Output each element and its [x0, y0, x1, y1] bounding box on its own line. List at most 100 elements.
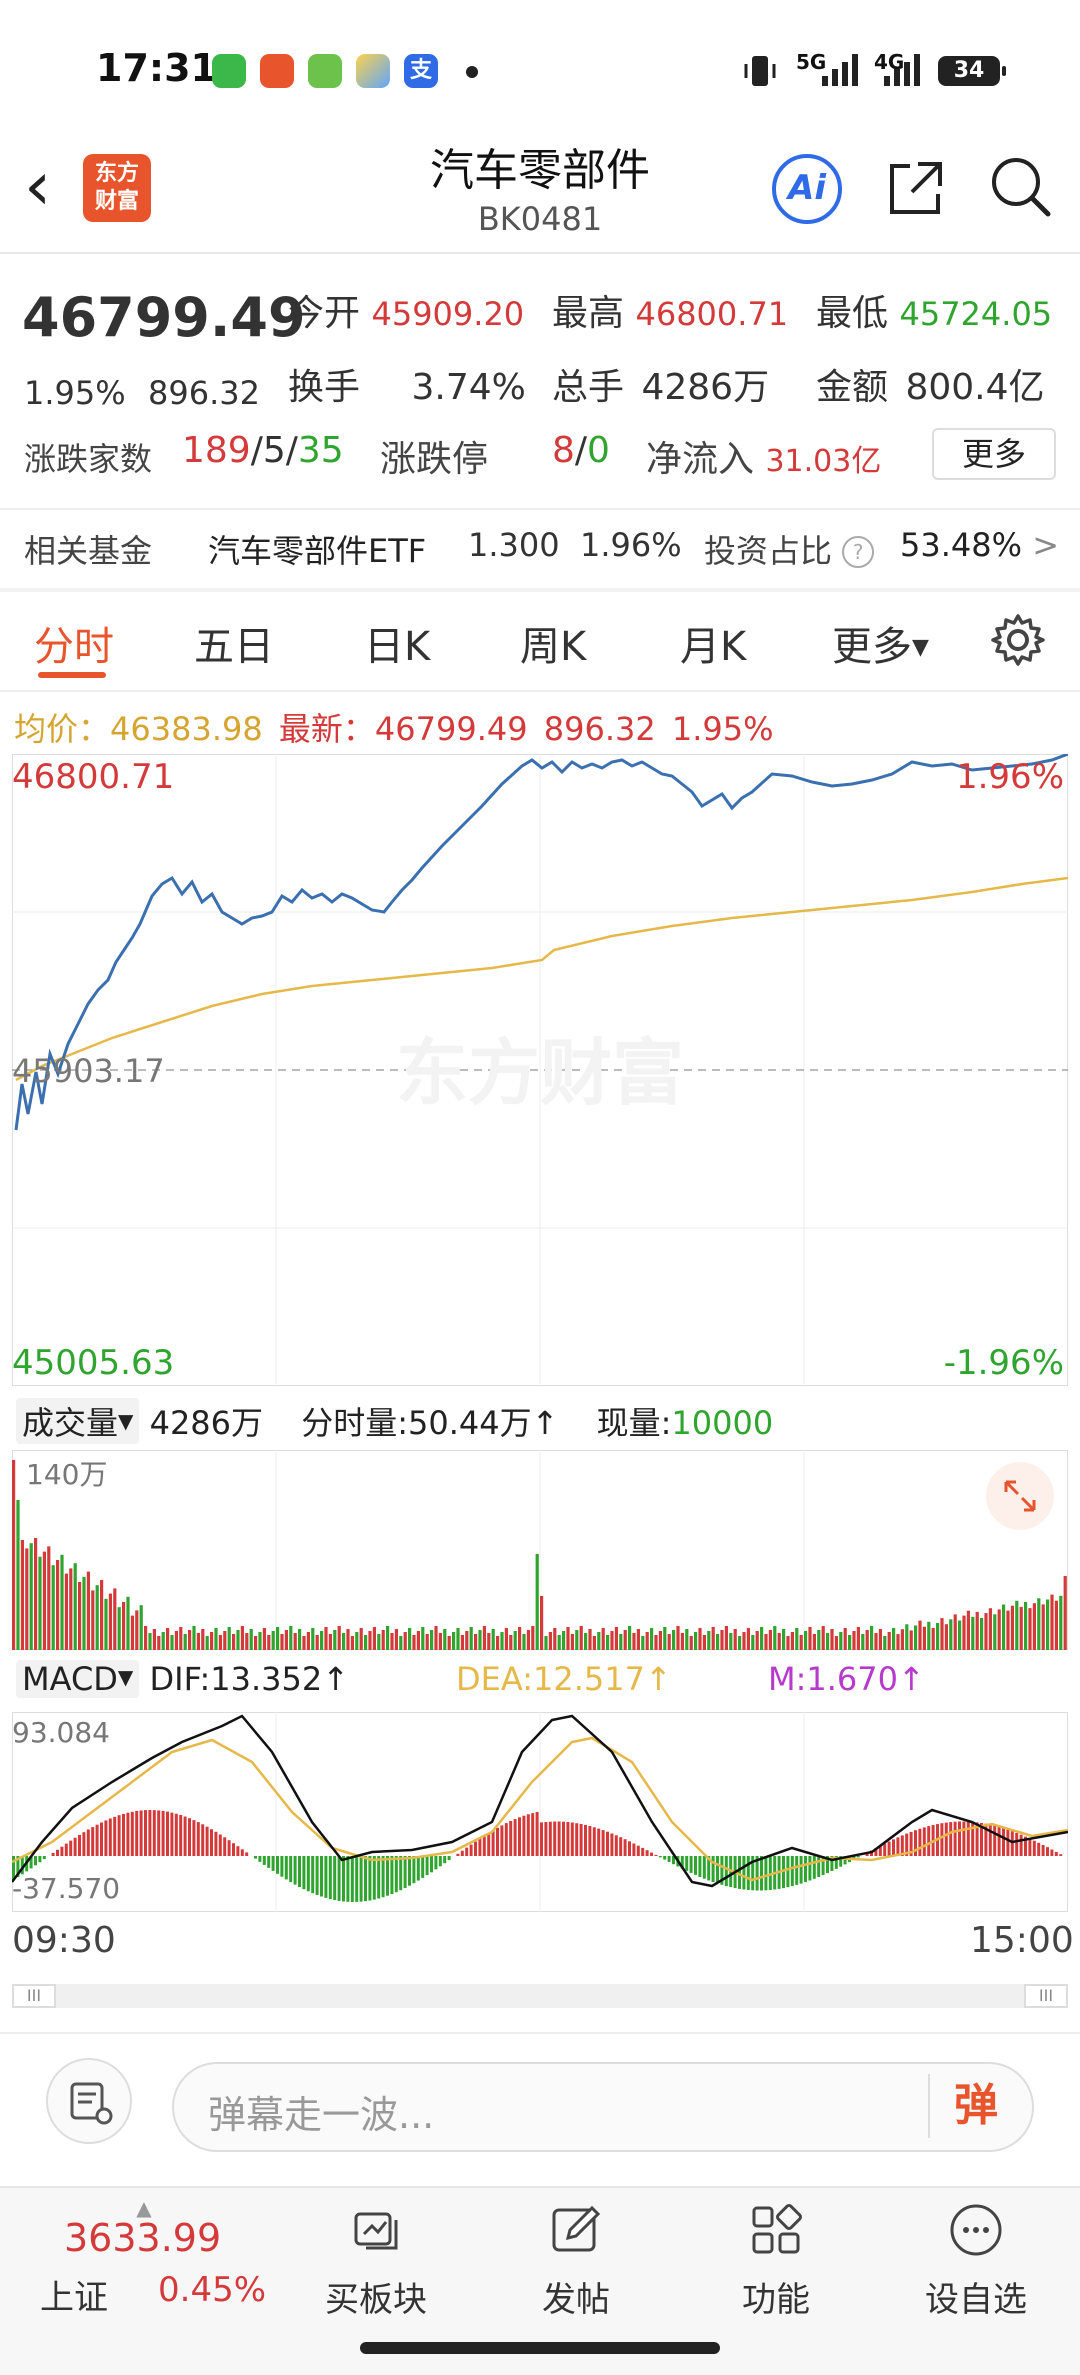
settings-gear-icon[interactable] — [990, 612, 1046, 668]
time-end: 15:00 — [970, 1920, 1074, 1961]
more-quote-button[interactable]: 更多 — [932, 428, 1056, 480]
search-icon[interactable] — [988, 154, 1054, 220]
macd-bar — [1019, 1834, 1023, 1856]
macd-bar — [179, 1815, 183, 1856]
macd-bar — [42, 1856, 46, 1860]
macd-bar — [280, 1856, 284, 1877]
macd-bar — [544, 1822, 548, 1856]
volume-chart[interactable]: 140万 — [12, 1450, 1068, 1650]
intraday-price-chart[interactable]: 东方财富 46800.71 45903.17 45005.63 1.96% -1… — [12, 754, 1068, 1386]
tab-five-day[interactable]: 五日 — [194, 624, 274, 670]
volume-selector-label: 成交量 — [22, 1404, 119, 1442]
nav-add-watchlist[interactable]: 设自选 — [896, 2200, 1056, 2321]
volume-bar — [218, 1635, 222, 1650]
macd-bar — [412, 1856, 416, 1884]
volume-bar — [183, 1634, 187, 1650]
tab-more[interactable]: 更多▼ — [832, 614, 929, 672]
macd-selector[interactable]: MACD▼ — [16, 1660, 140, 1698]
nav-post[interactable]: 发帖 — [496, 2200, 656, 2321]
macd-bar — [518, 1817, 521, 1856]
turnover-value: 3.74% — [411, 367, 526, 408]
volume-bar — [188, 1630, 192, 1650]
macd-bar — [56, 1849, 59, 1856]
dropdown-arrow-icon: ▼ — [117, 1665, 134, 1689]
page-title: 汽车零部件 — [430, 145, 650, 196]
nav-buy-sector[interactable]: 买板块 — [296, 2200, 456, 2321]
chevron-right-icon: > — [1032, 526, 1059, 564]
time-range-slider[interactable]: III III — [12, 1984, 1068, 2008]
index-change[interactable]: 0.45% — [158, 2270, 267, 2310]
macd-bar — [443, 1856, 447, 1864]
macd-bar — [663, 1856, 667, 1860]
macd-bar — [1041, 1845, 1045, 1856]
volume-bar — [940, 1618, 944, 1650]
index-value[interactable]: 3633.99 — [64, 2216, 222, 2260]
macd-bar — [210, 1829, 213, 1856]
macd-bar — [403, 1856, 407, 1888]
volume-header: 成交量▼ 4286万 分时量:50.44万↑ 现量:10000 — [16, 1398, 773, 1444]
volume-bar — [1006, 1610, 1010, 1650]
volume-bar — [966, 1610, 970, 1650]
index-name[interactable]: 上证 — [40, 2278, 108, 2318]
danmaku-input[interactable] — [172, 2062, 1034, 2152]
share-icon[interactable] — [884, 156, 948, 220]
home-indicator[interactable] — [360, 2342, 720, 2354]
tab-intraday[interactable]: 分时 — [34, 624, 114, 670]
macd-bar — [821, 1856, 825, 1876]
expand-icon[interactable] — [986, 1462, 1054, 1530]
volume-bar — [249, 1629, 253, 1650]
volume-label: 总手 — [552, 367, 625, 408]
volume-bar — [1024, 1602, 1028, 1650]
volume-bar — [161, 1632, 165, 1650]
danmaku-send-button[interactable]: 弹 — [928, 2074, 1022, 2138]
macd-bar — [126, 1812, 130, 1856]
macd-bar — [188, 1818, 191, 1856]
macd-bar — [474, 1841, 477, 1856]
volume-bar — [729, 1633, 733, 1650]
volume-bar — [355, 1632, 359, 1650]
slider-handle-left[interactable]: III — [12, 1984, 56, 2008]
macd-bar — [1024, 1836, 1027, 1856]
volume-selector[interactable]: 成交量▼ — [16, 1398, 140, 1444]
header-divider — [0, 252, 1080, 254]
macd-bar — [135, 1811, 139, 1856]
volume-bar — [944, 1624, 948, 1650]
dif-text: DIF:13.352 — [149, 1660, 323, 1698]
macd-chart[interactable]: 93.084 -37.570 — [12, 1712, 1068, 1912]
nav-functions[interactable]: 功能 — [696, 2200, 856, 2321]
macd-bar — [1037, 1842, 1041, 1856]
volume-bar — [333, 1630, 337, 1650]
help-icon[interactable]: ? — [842, 536, 875, 568]
macd-bar — [192, 1820, 196, 1856]
ratio-label-text: 投资占比 — [704, 532, 833, 570]
macd-bar — [381, 1856, 385, 1898]
dropdown-arrow-icon: ▼ — [912, 635, 929, 660]
ai-button[interactable]: Ai — [772, 154, 842, 224]
volume-bar — [707, 1631, 711, 1650]
macd-bar — [632, 1843, 636, 1856]
volume-bar — [755, 1631, 759, 1650]
macd-bar — [874, 1848, 878, 1856]
related-fund-row[interactable]: 相关基金 汽车零部件ETF 1.300 1.96% 投资占比 ? 53.48% … — [0, 514, 1080, 584]
macd-bar — [966, 1821, 970, 1856]
macd-bar — [12, 1856, 15, 1880]
eastmoney-logo[interactable]: 东方 财富 — [83, 154, 151, 222]
volume-bar — [980, 1618, 984, 1650]
tab-weekly-k[interactable]: 周K — [520, 624, 587, 670]
macd-bar — [60, 1846, 64, 1856]
minute-volume-value: 50.44万 — [408, 1404, 532, 1442]
volume-bar — [548, 1632, 552, 1650]
back-button[interactable]: ‹ — [24, 147, 52, 226]
volume-bar — [1054, 1600, 1058, 1650]
comment-settings-button[interactable] — [46, 2058, 132, 2144]
slider-handle-right[interactable]: III — [1024, 1984, 1068, 2008]
macd-bar — [940, 1823, 944, 1856]
volume-bar — [210, 1632, 214, 1650]
volume-bar — [782, 1629, 786, 1650]
tab-monthly-k[interactable]: 月K — [680, 624, 747, 670]
volume-bar — [240, 1626, 244, 1650]
tab-daily-k[interactable]: 日K — [364, 624, 431, 670]
volume-bar — [900, 1629, 904, 1650]
high-value: 46800.71 — [635, 295, 789, 333]
macd-bar — [588, 1826, 592, 1856]
